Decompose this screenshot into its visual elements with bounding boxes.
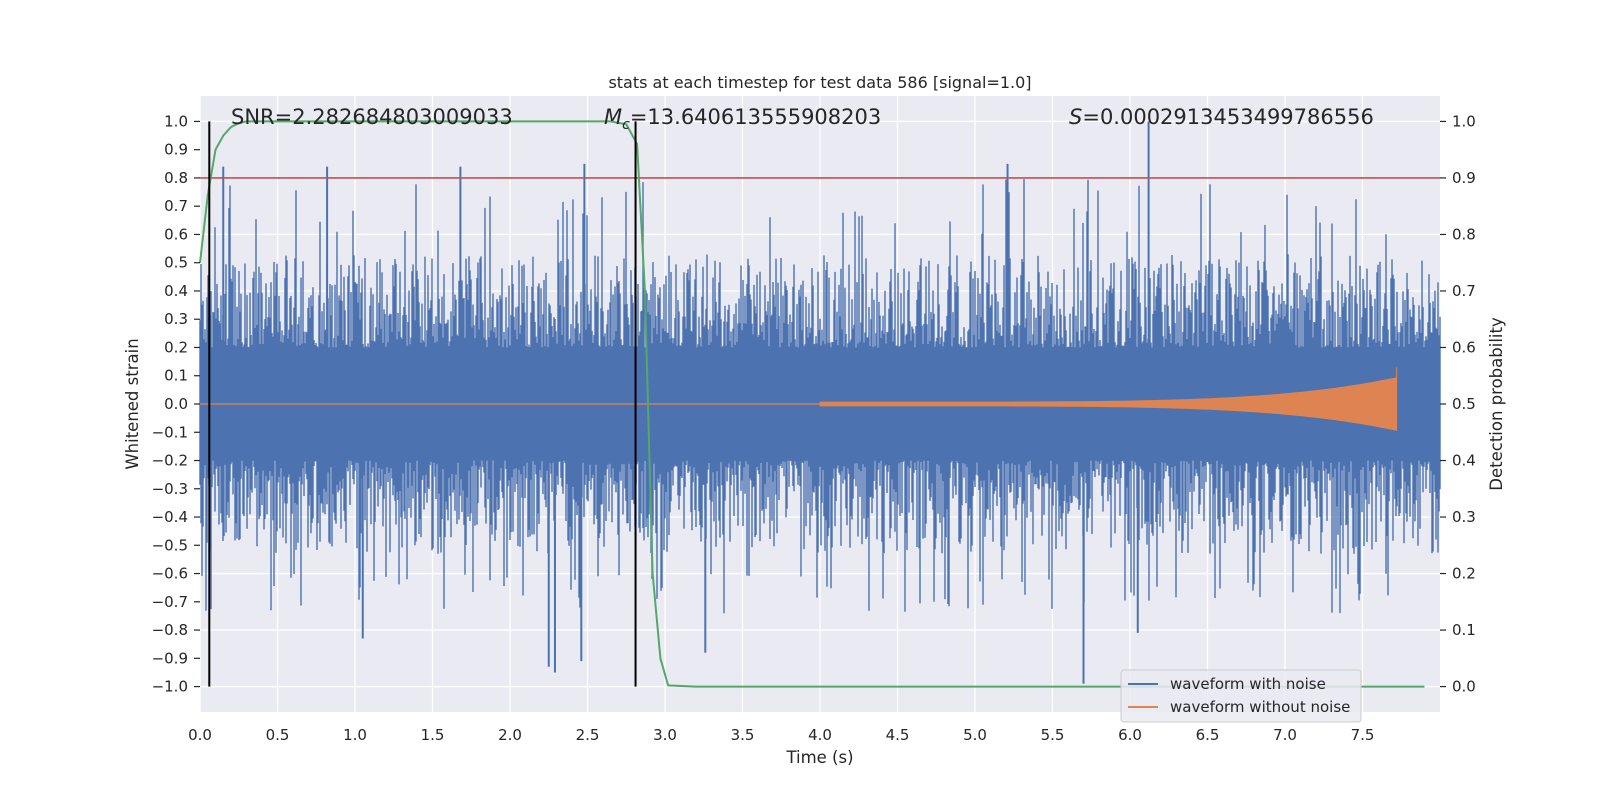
y-tick-label-13: −0.3	[152, 480, 188, 498]
y-tick-label-18: −0.8	[152, 621, 188, 639]
y-tick-label-6: 0.4	[164, 282, 188, 300]
s-annotation: S=0.0002913453499786556	[1069, 105, 1374, 129]
x-tick-label-9: 4.5	[886, 726, 910, 744]
x-tick-label-2: 1.0	[343, 726, 367, 744]
legend-label-with-noise: waveform with noise	[1170, 675, 1326, 693]
x-tick-label-11: 5.5	[1041, 726, 1065, 744]
y-tick-label-15: −0.5	[152, 536, 188, 554]
y-tick-label-20: −1.0	[152, 678, 188, 696]
y-tick-label-11: −0.1	[152, 423, 188, 441]
x-tick-label-1: 0.5	[266, 726, 290, 744]
y-axis-label: Whitened strain	[123, 338, 142, 469]
y-right-axis-ticks: 1.0 0.9 0.8 0.7 0.6 0.5 0.4 0.3 0.2 0.1 0.0	[1440, 112, 1476, 696]
y-tick-label-19: −0.9	[152, 649, 188, 667]
x-tick-label-3: 1.5	[421, 726, 445, 744]
y-right-tick-label-10: 0.0	[1452, 678, 1476, 696]
x-tick-label-0: 0.0	[188, 726, 212, 744]
y-tick-label-14: −0.4	[152, 508, 188, 526]
s-value: =0.0002913453499786556	[1082, 105, 1374, 129]
x-tick-label-7: 3.5	[731, 726, 755, 744]
y-tick-label-10: 0.0	[164, 395, 188, 413]
y-tick-label-12: −0.2	[152, 452, 188, 470]
y-tick-label-3: 0.7	[164, 197, 188, 215]
chirp-envelope	[819, 367, 1398, 431]
y-right-tick-label-5: 0.5	[1452, 395, 1476, 413]
y-right-tick-label-3: 0.7	[1452, 282, 1476, 300]
legend: waveform with noise waveform without noi…	[1120, 669, 1362, 723]
y-tick-label-5: 0.5	[164, 254, 188, 272]
mc-value: =13.640613555908203	[630, 105, 881, 129]
snr-annotation: SNR=2.282684803009033	[231, 105, 513, 129]
legend-box	[1120, 669, 1362, 723]
y-tick-label-17: −0.7	[152, 593, 188, 611]
x-tick-label-14: 7.0	[1273, 726, 1297, 744]
x-tick-label-5: 2.5	[576, 726, 600, 744]
y-right-tick-label-1: 0.9	[1452, 169, 1476, 187]
x-tick-label-12: 6.0	[1118, 726, 1142, 744]
vertical-markers	[208, 121, 637, 687]
s-symbol: S	[1069, 105, 1082, 129]
y-right-tick-label-7: 0.3	[1452, 508, 1476, 526]
y-right-tick-label-2: 0.8	[1452, 225, 1476, 243]
x-axis-label: Time (s)	[785, 748, 853, 767]
mc-annotation: Mc=13.640613555908203	[604, 105, 881, 133]
mc-subscript: c	[622, 117, 630, 133]
y-tick-label-9: 0.1	[164, 367, 188, 385]
x-tick-label-8: 4.0	[808, 726, 832, 744]
y-tick-label-0: 1.0	[164, 112, 188, 130]
y-tick-label-1: 0.9	[164, 141, 188, 159]
mc-symbol: M	[604, 105, 622, 129]
y-tick-label-4: 0.6	[164, 225, 188, 243]
y-tick-label-7: 0.3	[164, 310, 188, 328]
y-right-tick-label-6: 0.4	[1452, 452, 1476, 470]
legend-label-without-noise: waveform without noise	[1170, 698, 1350, 716]
y-tick-label-8: 0.2	[164, 338, 188, 356]
x-tick-label-6: 3.0	[653, 726, 677, 744]
y-right-tick-label-0: 1.0	[1452, 112, 1476, 130]
y-tick-label-16: −0.6	[152, 565, 188, 583]
y-right-tick-label-8: 0.2	[1452, 565, 1476, 583]
x-tick-label-10: 5.0	[963, 726, 987, 744]
x-axis-ticks: 0.0 0.5 1.0 1.5 2.0 2.5 3.0 3.5 4.0 4.5 5.0 5.5 6.0 6…	[188, 726, 1374, 744]
x-tick-label-13: 6.5	[1196, 726, 1220, 744]
y-right-tick-label-4: 0.6	[1452, 338, 1476, 356]
series-waveform-without-noise	[200, 367, 1398, 431]
x-tick-label-4: 2.0	[498, 726, 522, 744]
y-right-axis-label: Detection probability	[1487, 317, 1506, 491]
series-detection-probability	[199, 120, 1425, 688]
y-tick-label-2: 0.8	[164, 169, 188, 187]
x-tick-label-15: 7.5	[1351, 726, 1375, 744]
y-axis-ticks: 1.0 0.9 0.8 0.7 0.6 0.5 0.4 0.3 0.2 0.1 0.0 −0.1 −0.…	[152, 112, 200, 696]
chart-title: stats at each timestep for test data 586…	[608, 73, 1031, 92]
y-right-tick-label-9: 0.1	[1452, 621, 1476, 639]
